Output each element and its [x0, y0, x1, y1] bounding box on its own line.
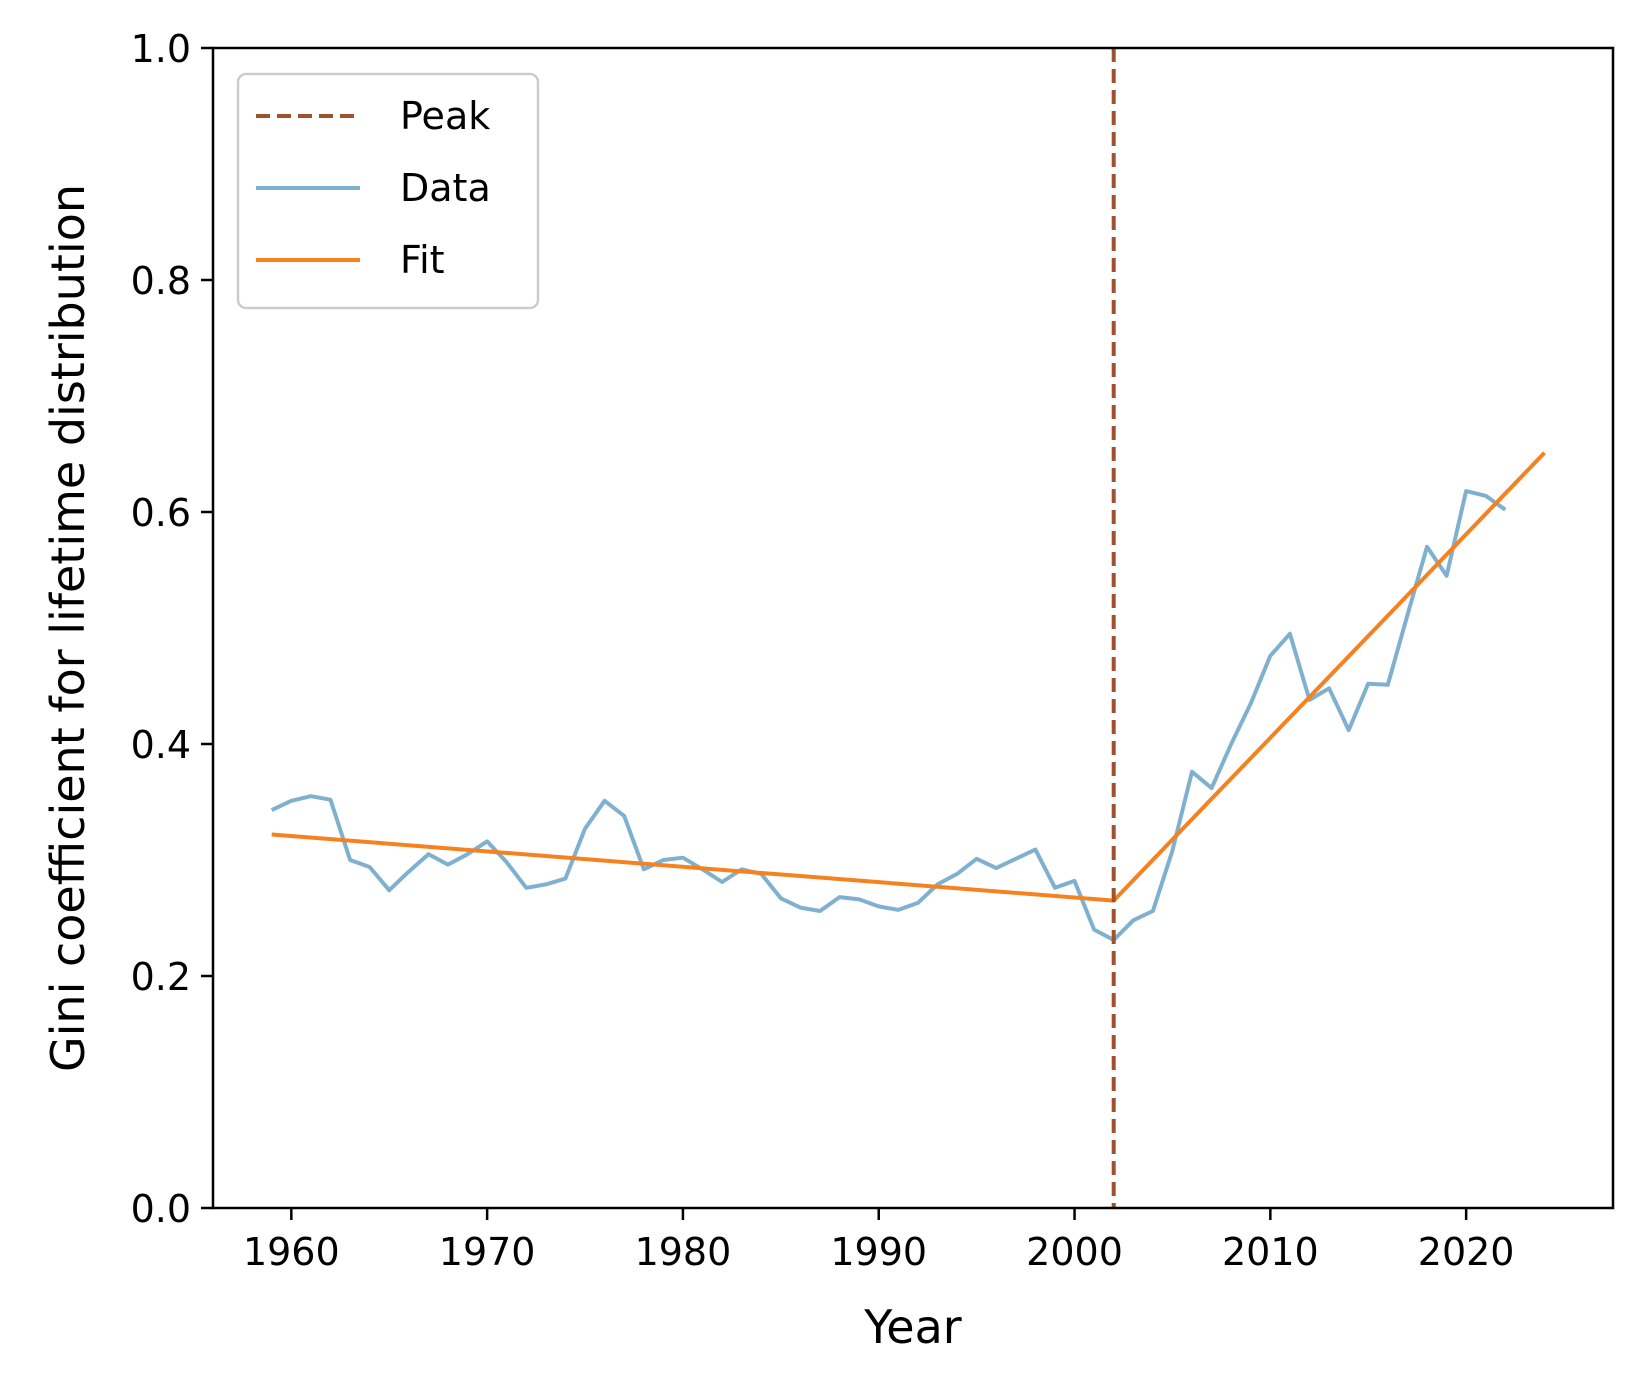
y-axis-label: Gini coefficient for lifetime distributi…: [41, 184, 95, 1072]
y-tick-label-0: 0.0: [131, 1187, 191, 1231]
x-tick-label-1980: 1980: [635, 1230, 732, 1274]
y-tick-label-2: 0.4: [131, 723, 191, 767]
legend: Peak Data Fit: [236, 72, 540, 310]
series-line-data: [270, 489, 1507, 942]
x-tick-label-1960: 1960: [243, 1230, 340, 1274]
series-layer: [270, 48, 1546, 1208]
y-tick-label-3: 0.6: [131, 491, 191, 535]
series-line-fit: [271, 451, 1546, 903]
x-tick-label-2010: 2010: [1222, 1230, 1319, 1274]
y-axis-ticks: 0.0 0.2 0.4 0.6 0.8 1.0: [131, 27, 213, 1231]
y-tick-label-4: 0.8: [131, 259, 191, 303]
x-tick-label-1970: 1970: [439, 1230, 536, 1274]
legend-label-fit: Fit: [400, 238, 445, 282]
x-tick-label-2020: 2020: [1418, 1230, 1515, 1274]
y-tick-label-5: 1.0: [131, 27, 191, 71]
legend-label-peak: Peak: [400, 94, 490, 138]
legend-label-data: Data: [400, 166, 491, 210]
y-tick-label-1: 0.2: [131, 955, 191, 999]
x-axis-ticks: 1960 1970 1980 1990 2000 2010 2020: [243, 1208, 1515, 1274]
plot-area-frame: [211, 46, 1615, 1210]
x-tick-label-2000: 2000: [1026, 1230, 1123, 1274]
x-tick-label-1990: 1990: [830, 1230, 927, 1274]
x-axis-label: Year: [863, 1300, 961, 1354]
legend-box: [236, 72, 540, 310]
